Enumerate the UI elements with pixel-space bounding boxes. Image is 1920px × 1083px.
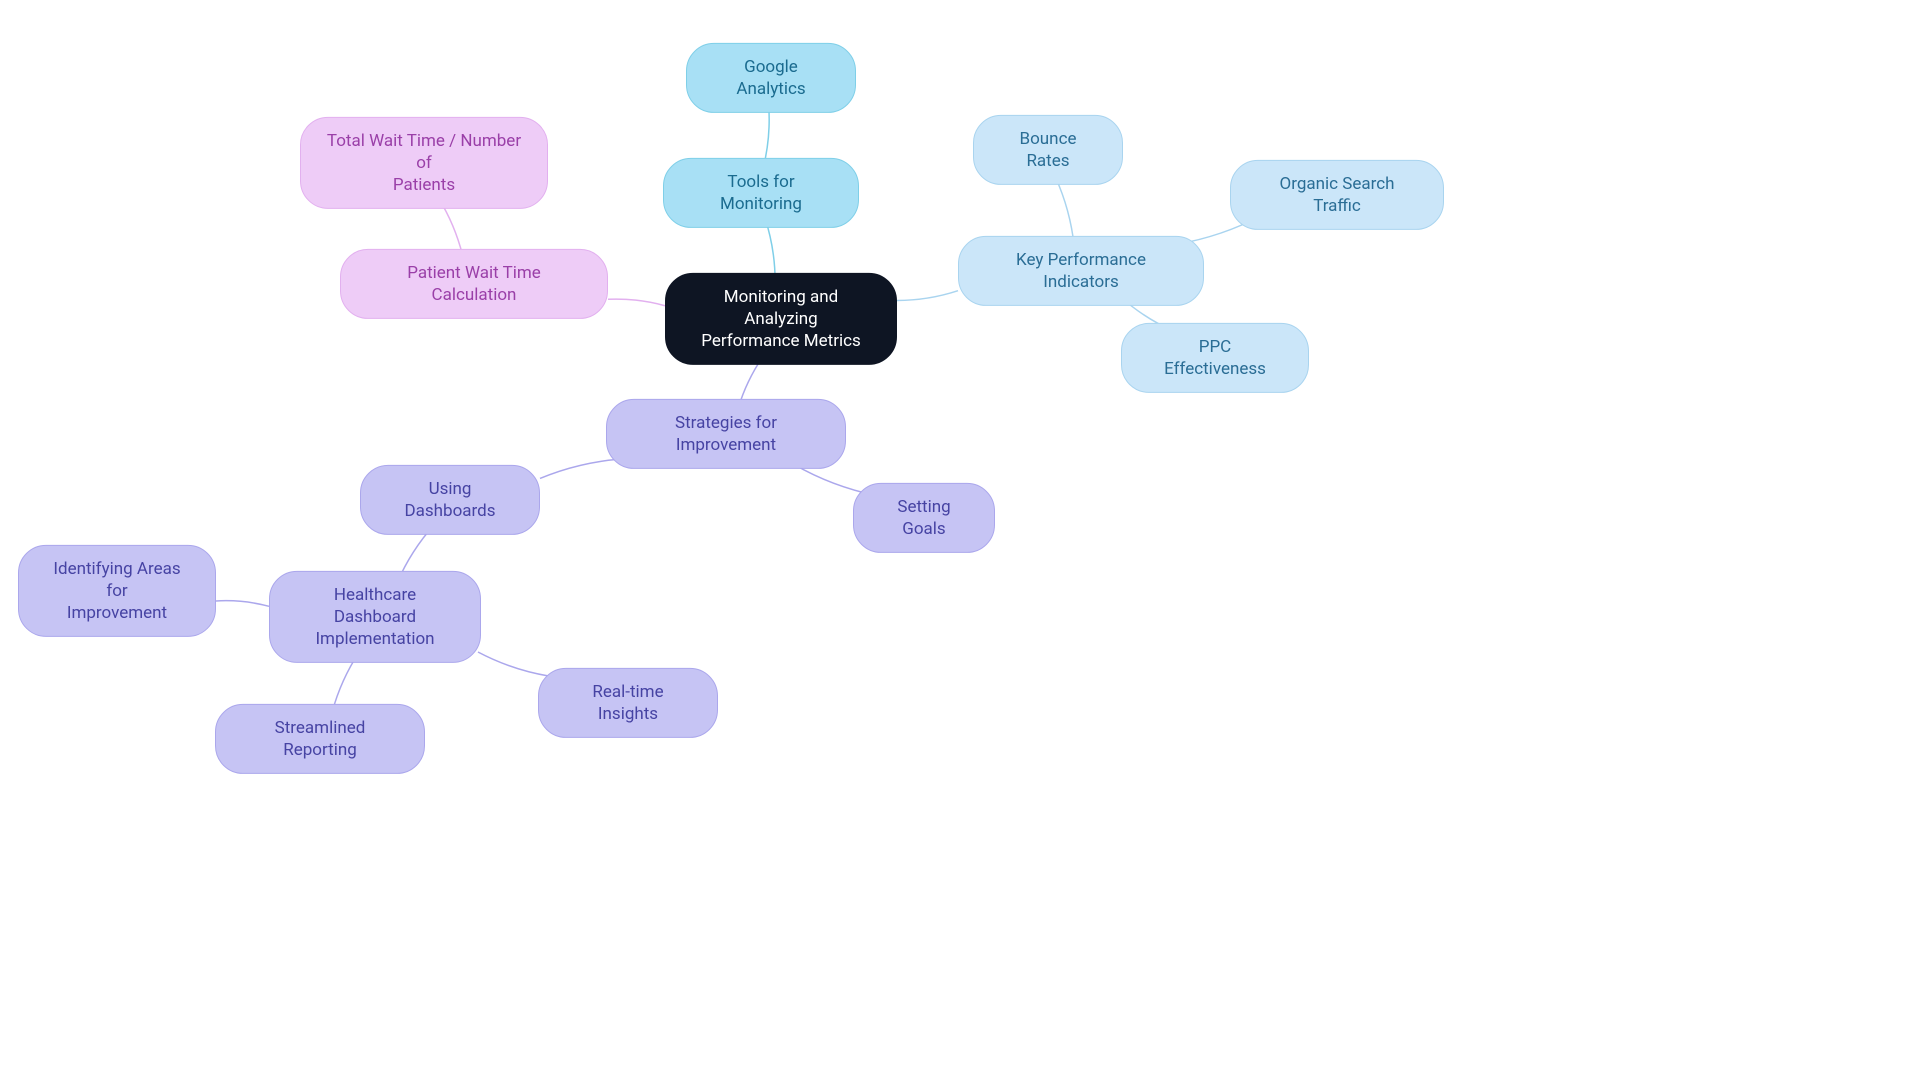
node-realtime[interactable]: Real-time Insights <box>538 668 718 738</box>
node-ga[interactable]: Google Analytics <box>686 43 856 113</box>
node-hcdash[interactable]: Healthcare Dashboard Implementation <box>269 571 481 663</box>
node-reporting[interactable]: Streamlined Reporting <box>215 704 425 774</box>
node-waitformula[interactable]: Total Wait Time / Number of Patients <box>300 117 548 209</box>
node-bounce[interactable]: Bounce Rates <box>973 115 1123 185</box>
node-areas[interactable]: Identifying Areas for Improvement <box>18 545 216 637</box>
node-organic[interactable]: Organic Search Traffic <box>1230 160 1444 230</box>
edge <box>478 652 549 676</box>
node-root[interactable]: Monitoring and Analyzing Performance Met… <box>665 273 897 365</box>
node-strategies[interactable]: Strategies for Improvement <box>606 399 846 469</box>
node-kpi[interactable]: Key Performance Indicators <box>958 236 1204 306</box>
node-waitcalc[interactable]: Patient Wait Time Calculation <box>340 249 608 319</box>
node-dashboards[interactable]: Using Dashboards <box>360 465 540 535</box>
edge <box>540 459 621 478</box>
node-ppc[interactable]: PPC Effectiveness <box>1121 323 1309 393</box>
node-goals[interactable]: Setting Goals <box>853 483 995 553</box>
edge <box>608 299 665 306</box>
node-tools[interactable]: Tools for Monitoring <box>663 158 859 228</box>
edge <box>216 601 269 607</box>
edge <box>897 291 958 301</box>
